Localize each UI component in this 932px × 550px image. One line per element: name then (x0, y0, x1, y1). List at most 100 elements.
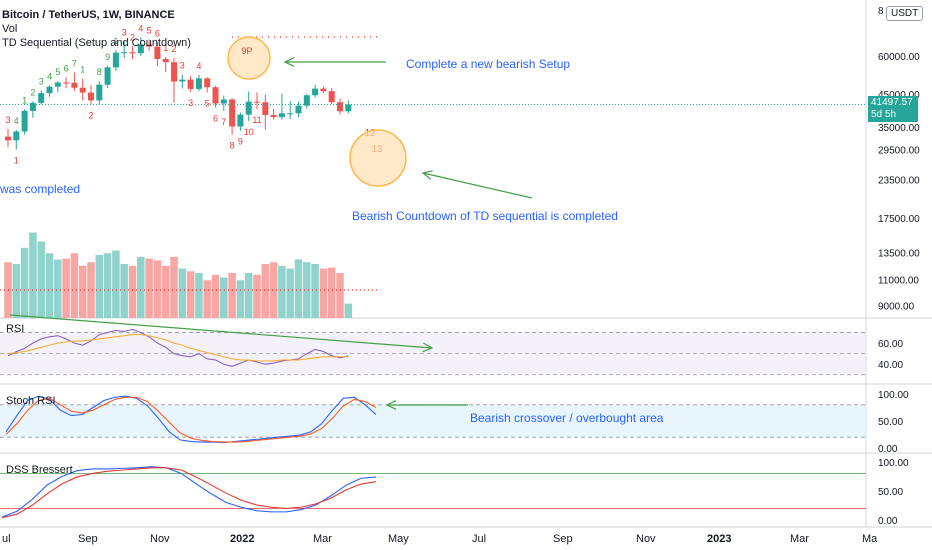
stoch-annotation[interactable]: Bearish crossover / overbought area (470, 411, 664, 425)
volume-bar (120, 264, 128, 318)
volume-bar (244, 273, 253, 318)
dss-pane-label[interactable]: DSS Bressert (6, 464, 73, 476)
time-axis-label: May (388, 533, 409, 545)
volume-bar (236, 280, 245, 318)
td-count-label: 3 (39, 76, 44, 86)
rsi-pane-label[interactable]: RSI (6, 323, 25, 335)
candle-body (270, 115, 277, 118)
countdown-circle (349, 129, 407, 187)
candle-body (38, 93, 45, 103)
volume-bar (20, 247, 29, 318)
candle-body (137, 44, 144, 54)
td-count-label: 6 (64, 63, 69, 73)
volume-bar (112, 250, 120, 318)
td-count-label: 4 (196, 61, 201, 71)
candle-body (303, 95, 310, 106)
stoch-band (0, 404, 866, 438)
td-sequential-label[interactable]: TD Sequential (Setup and Countdown) (2, 37, 191, 49)
volume-bar (128, 265, 137, 318)
td-count-label: 6 (155, 28, 160, 38)
candle-body (54, 82, 61, 87)
completed-annotation[interactable]: was completed (0, 182, 81, 196)
candle-body (262, 102, 269, 116)
arrow-left-icon (283, 57, 295, 67)
td-count-label: 3 (180, 61, 185, 71)
candle-body (154, 46, 161, 59)
countdown-annotation[interactable]: Bearish Countdown of TD sequential is co… (352, 209, 618, 223)
candle-body (179, 79, 186, 82)
price-axis-tick-partial: 8 (878, 6, 884, 17)
volume-bar (95, 255, 104, 318)
candle-body (13, 131, 20, 141)
candle-body (220, 99, 227, 104)
time-axis-label: 2023 (707, 533, 731, 545)
last-price: 41497.57 (871, 97, 913, 108)
candle-body (312, 88, 319, 96)
arrow-left-icon (422, 342, 434, 353)
td-count-label: 7 (72, 58, 77, 68)
td-count-label: 4 (138, 23, 143, 33)
volume-bar (87, 262, 95, 318)
dss-axis-tick: 100.00 (878, 458, 909, 469)
time-axis-label: Ma (862, 533, 878, 545)
candle-body (345, 104, 352, 112)
countdown-arrow (422, 172, 533, 199)
candle-body (295, 105, 302, 114)
symbol-title[interactable]: Bitcoin / TetherUS, 1W, BINANCE (2, 9, 175, 21)
stoch-d-line (5, 396, 377, 443)
stoch-pane-label[interactable]: Stoch RSI (6, 395, 56, 407)
candle-body (328, 91, 335, 103)
td-count-label: 2 (130, 32, 135, 42)
price-axis-tick: 17500.00 (878, 214, 920, 225)
volume-bar (145, 258, 153, 318)
candle-body (229, 99, 236, 127)
rsi-axis-tick: 40.00 (878, 360, 903, 371)
setup-annotation[interactable]: Complete a new bearish Setup (406, 57, 571, 71)
td-count-label: 2 (30, 87, 35, 97)
td-count-label: 6 (213, 113, 218, 123)
volume-bar (186, 271, 195, 318)
volume-bar (178, 268, 187, 318)
volume-bar (228, 273, 236, 318)
stoch-k-line (5, 395, 377, 444)
candle-body (63, 82, 70, 84)
last-price-tag: 41497.57 5d 5h (868, 96, 918, 122)
stoch-axis-tick: 0.00 (878, 444, 898, 455)
dss-axis-tick: 50.00 (878, 487, 903, 498)
volume-bar (29, 232, 37, 318)
time-axis-label: Jul (472, 533, 486, 545)
volume-bar (37, 241, 45, 318)
time-axis-label: ul (2, 533, 11, 545)
td-count-label: 4 (14, 116, 19, 126)
price-axis-tick: 13500.00 (878, 248, 920, 259)
volume-bar (327, 267, 336, 318)
volume-bar (161, 265, 170, 318)
candle-body (278, 113, 285, 118)
td-count-label: 1 (22, 95, 27, 105)
volume-bar (336, 273, 344, 318)
candle-body (195, 78, 202, 89)
candle-body (46, 86, 53, 94)
volume-bar (286, 268, 294, 318)
candle-body (121, 52, 128, 54)
time-axis-label: Sep (553, 533, 573, 545)
stoch-axis-tick: 50.00 (878, 417, 903, 428)
time-axis-label: 2022 (230, 533, 254, 545)
td-count-label: 11 (252, 115, 261, 125)
time-axis-label: Sep (78, 533, 98, 545)
td-count-label: 1 (14, 155, 19, 165)
currency-button[interactable]: USDT (886, 6, 924, 21)
volume-indicator-label[interactable]: Vol (2, 23, 18, 35)
price-axis-tick: 60000.00 (878, 52, 920, 63)
volume-bar (45, 253, 54, 318)
td-count-label: 5 (55, 67, 60, 77)
candle-body (204, 78, 211, 88)
volume-bar (344, 303, 353, 318)
candle-body (287, 113, 294, 115)
candle-body (88, 92, 94, 101)
volume-bar (269, 262, 278, 318)
volume-bar (195, 273, 203, 318)
candle-body (79, 87, 86, 93)
